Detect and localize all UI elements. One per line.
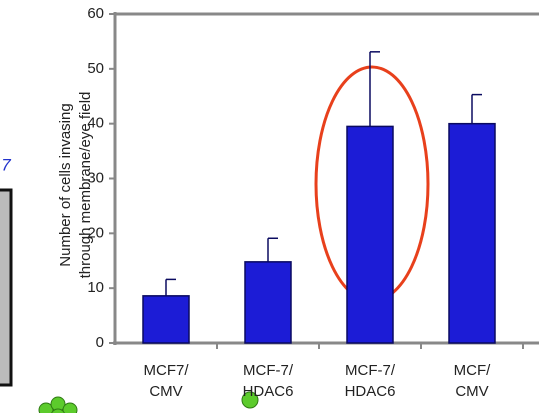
error-bar bbox=[268, 238, 278, 262]
error-bar bbox=[472, 95, 482, 124]
panel-label: 7 bbox=[1, 155, 11, 174]
y-tick-label: 40 bbox=[87, 115, 104, 132]
x-tick-label: MCF-7/ bbox=[243, 362, 294, 379]
bar bbox=[245, 262, 291, 343]
y-tick-label: 50 bbox=[87, 60, 104, 77]
y-tick-label: 20 bbox=[87, 224, 104, 241]
error-bar bbox=[370, 52, 380, 127]
bar bbox=[347, 126, 393, 343]
bar bbox=[143, 296, 189, 343]
y-tick-label: 10 bbox=[87, 279, 104, 296]
y-label-line: Number of cells invasing bbox=[57, 103, 74, 266]
x-tick-label: CMV bbox=[455, 383, 488, 400]
x-tick-label: CMV bbox=[149, 383, 182, 400]
y-tick-label: 60 bbox=[87, 5, 104, 22]
x-tick-label: HDAC6 bbox=[345, 383, 396, 400]
x-tick-label: MCF-7/ bbox=[345, 362, 396, 379]
x-tick-label: MCF/ bbox=[454, 362, 491, 379]
screenshot: 7 Number of cells invasingthrough membra… bbox=[0, 0, 539, 413]
image-panel bbox=[0, 190, 11, 385]
bar bbox=[449, 124, 495, 343]
x-tick-label: MCF7/ bbox=[144, 362, 190, 379]
y-tick-label: 0 bbox=[96, 334, 104, 351]
y-tick-label: 30 bbox=[87, 169, 104, 186]
x-tick-label: HDAC6 bbox=[243, 383, 294, 400]
error-bar bbox=[166, 279, 176, 295]
